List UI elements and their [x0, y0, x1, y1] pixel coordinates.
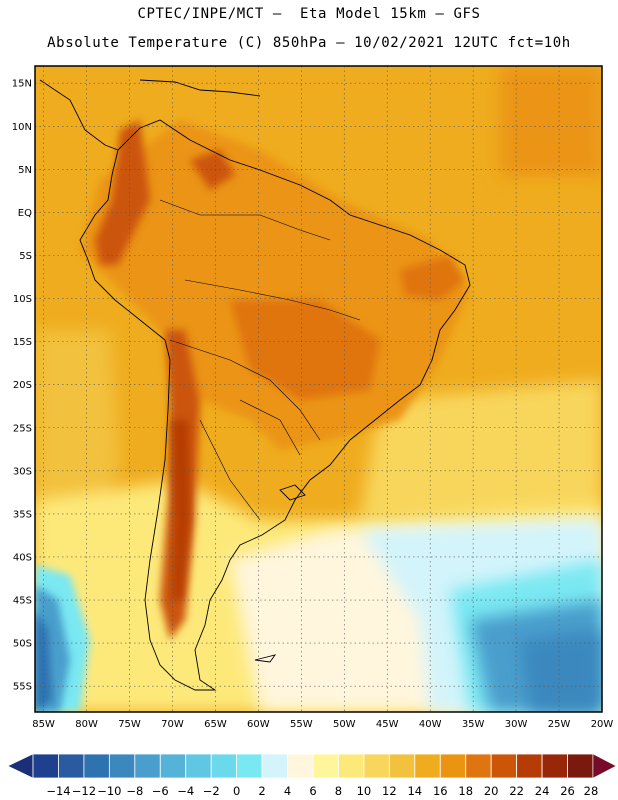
- lat-tick-label: 5S: [19, 251, 32, 262]
- country-borders: [159, 199, 361, 521]
- colorbar-label: −6: [152, 784, 169, 798]
- lon-tick-label: 40W: [419, 719, 442, 730]
- graticule: [35, 66, 602, 712]
- lon-tick-label: 75W: [118, 719, 141, 730]
- colorbar-label: 18: [458, 784, 473, 798]
- colorbar-label: 16: [433, 784, 448, 798]
- lon-tick-label: 70W: [161, 719, 184, 730]
- lat-tick-label: EQ: [18, 208, 32, 219]
- lat-tick-label: 10S: [13, 294, 32, 305]
- colorbar-label: 10: [357, 784, 372, 798]
- lon-tick-label: 25W: [548, 719, 571, 730]
- lon-tick-label: 30W: [505, 719, 528, 730]
- colorbar-swatch: [312, 753, 339, 779]
- lon-tick-label: 35W: [462, 719, 485, 730]
- colorbar-label: 26: [560, 784, 575, 798]
- colorbar-swatch: [338, 753, 365, 779]
- colorbar-label: −4: [177, 784, 194, 798]
- lagoon: [279, 484, 306, 501]
- colorbar-label: −14: [46, 784, 70, 798]
- falklands: [254, 654, 277, 663]
- colorbar-swatch: [287, 753, 314, 779]
- colorbar-label: 20: [484, 784, 499, 798]
- field-warm-ne: [500, 66, 602, 176]
- lat-axis: 15N 10N 5N EQ 5S 10S 15S 20S 25S 30S 35S 40S 45S 50S 5…: [12, 79, 32, 693]
- colorbar-label: −10: [97, 784, 121, 798]
- colorbar-label: 2: [258, 784, 265, 798]
- colorbar-label: 8: [335, 784, 342, 798]
- lon-axis: 85W 80W 75W 70W 65W 60W 55W 50W 45W 40W 35W 30W 25W 2…: [32, 719, 613, 730]
- lat-tick-label: 45S: [13, 596, 32, 607]
- lat-tick-label: 10N: [12, 122, 32, 133]
- lon-tick-label: 55W: [290, 719, 313, 730]
- colorbar-label: −8: [126, 784, 143, 798]
- colorbar-label: −2: [203, 784, 220, 798]
- colorbar-label: 6: [309, 784, 316, 798]
- title-line-1: CPTEC/INPE/MCT – Eta Model 15km – GFS: [137, 6, 481, 22]
- lat-tick-label: 35S: [13, 509, 32, 520]
- lon-tick-label: 45W: [376, 719, 399, 730]
- lon-tick-label: 20W: [591, 719, 614, 730]
- colorbar-label: 0: [233, 784, 240, 798]
- south-america-coast: [79, 119, 471, 691]
- colorbar-swatch: [210, 753, 238, 779]
- field-north-hot: [190, 150, 235, 190]
- colorbar-swatch: [567, 753, 594, 779]
- colorbar-under-arrow: [7, 753, 34, 779]
- lat-tick-label: 25S: [13, 423, 32, 434]
- lat-tick-label: 5N: [18, 165, 32, 176]
- colorbar-swatch: [388, 753, 416, 779]
- lon-tick-label: 60W: [247, 719, 270, 730]
- title-line-2: Absolute Temperature (C) 850hPa – 10/02/…: [47, 35, 571, 51]
- colorbar-label: −12: [72, 784, 96, 798]
- colorbar-label: 12: [382, 784, 397, 798]
- lat-tick-label: 15S: [13, 337, 32, 348]
- colorbar-swatch: [541, 753, 568, 779]
- colorbar-swatch: [439, 753, 467, 779]
- lon-tick-label: 65W: [204, 719, 227, 730]
- colorbar-swatch: [159, 753, 187, 779]
- map-frame: [34, 65, 603, 713]
- colorbar-swatch: [414, 753, 441, 779]
- caribbean-islands: [139, 79, 261, 97]
- field-south-deep: [520, 630, 602, 712]
- colorbar: −14 −12 −10 −8 −6 −4 −2 0 2 4 6 8 10 12 14 16 18 20 22 24 26…: [7, 753, 617, 798]
- colorbar-swatch: [58, 753, 85, 779]
- colorbar-swatch: [490, 753, 518, 779]
- lat-tick-label: 20S: [13, 380, 32, 391]
- lon-tick-label: 80W: [75, 719, 98, 730]
- colorbar-swatch: [363, 753, 390, 779]
- colorbar-swatch: [134, 753, 161, 779]
- colorbar-label: 28: [584, 784, 599, 798]
- colorbar-label: 24: [535, 784, 550, 798]
- field-andes-north: [95, 120, 150, 265]
- colorbar-swatch: [516, 753, 543, 779]
- temperature-field: [35, 66, 602, 712]
- lon-tick-label: 85W: [32, 719, 55, 730]
- lat-tick-label: 55S: [13, 682, 32, 693]
- colorbar-swatch: [108, 753, 136, 779]
- colorbar-swatch: [185, 753, 212, 779]
- colorbar-swatch: [83, 753, 110, 779]
- coastlines: [39, 79, 471, 691]
- colorbar-swatch: [236, 753, 263, 779]
- central-america-coast: [39, 79, 119, 151]
- colorbar-over-arrow: [592, 753, 617, 779]
- field-central-hot: [230, 300, 380, 400]
- lat-tick-label: 30S: [13, 466, 32, 477]
- colorbar-swatch: [261, 753, 288, 779]
- colorbar-swatch: [32, 753, 59, 779]
- field-atlantic-belt: [360, 380, 602, 520]
- lat-tick-label: 40S: [13, 552, 32, 563]
- colorbar-label: 14: [407, 784, 422, 798]
- colorbar-label: 22: [509, 784, 524, 798]
- colorbar-swatch: [465, 753, 492, 779]
- lat-tick-label: 50S: [13, 639, 32, 650]
- colorbar-label: 4: [284, 784, 291, 798]
- lat-tick-label: 15N: [12, 79, 32, 90]
- lon-tick-label: 50W: [333, 719, 356, 730]
- field-ne-hot: [400, 255, 465, 300]
- field-andes-core: [172, 420, 190, 600]
